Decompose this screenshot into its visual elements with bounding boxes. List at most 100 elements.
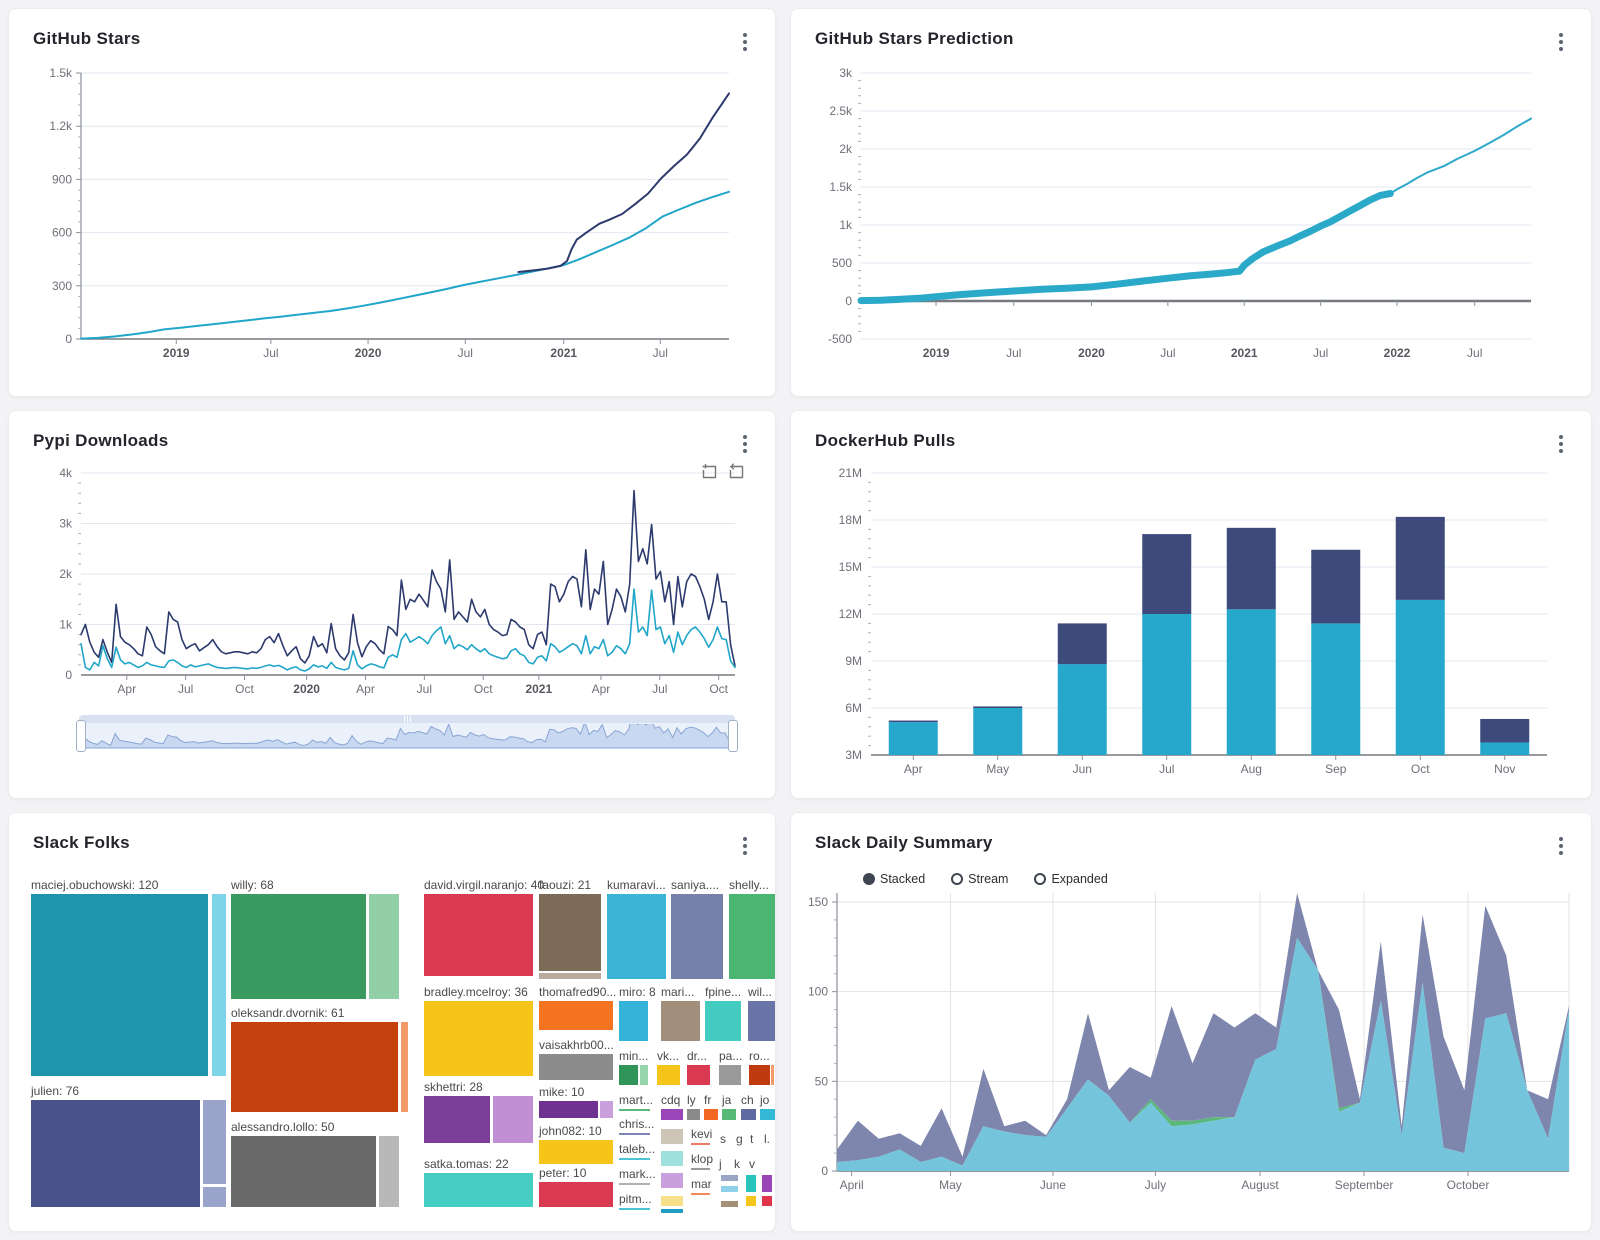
treemap-cell[interactable]: [231, 894, 366, 999]
kebab-menu-icon[interactable]: [1553, 431, 1569, 457]
treemap-cell[interactable]: [719, 1065, 741, 1085]
treemap-cell[interactable]: [424, 894, 533, 976]
treemap-cell[interactable]: [746, 1175, 756, 1192]
datazoom-range-bar[interactable]: [79, 715, 735, 723]
treemap-cell[interactable]: [729, 894, 775, 979]
treemap-cell[interactable]: [401, 1022, 408, 1112]
treemap-cell-label: j: [719, 1157, 722, 1171]
treemap-cell[interactable]: [424, 1001, 533, 1076]
legend-item-stream[interactable]: Stream: [951, 872, 1008, 886]
treemap-cell[interactable]: [607, 894, 666, 979]
kebab-menu-icon[interactable]: [1553, 833, 1569, 859]
treemap-cell[interactable]: [762, 1196, 772, 1206]
zoom-select-icon[interactable]: [701, 463, 718, 480]
treemap-cell[interactable]: [687, 1065, 710, 1085]
treemap-cell[interactable]: [379, 1136, 399, 1207]
treemap-cell-label: john082: 10: [539, 1124, 602, 1138]
treemap-cell-label: kumaravi...: [607, 878, 666, 892]
github-stars-prediction-chart[interactable]: -500 0 500 1k 1.5k 2k 2.5k 3k 2019 Jul 2020 Jul 2021…: [791, 57, 1591, 383]
treemap-cell[interactable]: [741, 1109, 756, 1120]
treemap-cell[interactable]: [721, 1175, 738, 1181]
treemap-cell[interactable]: [661, 1209, 683, 1213]
treemap-cell[interactable]: [424, 1096, 490, 1143]
treemap-cell[interactable]: [657, 1065, 680, 1085]
pypi-downloads-chart[interactable]: 0 1k 2k 3k 4k Apr Jul Oct 2020 Apr Jul Oct 2021 Apr Ju…: [9, 459, 775, 711]
treemap-cell[interactable]: [640, 1065, 648, 1085]
treemap-cell[interactable]: [746, 1196, 756, 1206]
treemap-cell[interactable]: [539, 973, 601, 979]
treemap-cell[interactable]: [539, 894, 601, 971]
treemap-cell[interactable]: [661, 1109, 683, 1120]
treemap-cell[interactable]: [203, 1187, 226, 1207]
svg-text:Jul: Jul: [263, 346, 278, 360]
treemap-cell[interactable]: [687, 1109, 700, 1120]
datazoom-handle-right[interactable]: [728, 720, 738, 752]
slack-daily-summary-chart[interactable]: 0 50 100 150 April May June July August September…: [791, 889, 1591, 1211]
kebab-menu-icon[interactable]: [737, 431, 753, 457]
treemap-cell[interactable]: [705, 1001, 741, 1041]
svg-text:21M: 21M: [839, 466, 862, 480]
svg-text:1.5k: 1.5k: [49, 66, 73, 80]
treemap-cell-label: klop: [691, 1152, 714, 1166]
treemap-cell[interactable]: [493, 1096, 533, 1143]
treemap-cell[interactable]: [619, 1158, 650, 1160]
treemap-cell[interactable]: [748, 1001, 775, 1041]
treemap-cell[interactable]: [749, 1065, 770, 1085]
treemap-cell[interactable]: [424, 1173, 533, 1207]
dockerhub-pulls-chart[interactable]: 3M 6M 9M 12M 15M 18M 21M Apr May Jun Jul Aug Sep Oct N…: [791, 459, 1591, 798]
datazoom-handle-left[interactable]: [76, 720, 86, 752]
treemap-cell[interactable]: [539, 1182, 613, 1207]
treemap-cell[interactable]: [203, 1100, 226, 1184]
treemap-cell[interactable]: [671, 894, 723, 979]
treemap-cell[interactable]: [539, 1001, 613, 1030]
kebab-menu-icon[interactable]: [737, 833, 753, 859]
treemap-cell[interactable]: [619, 1001, 648, 1041]
treemap-cell[interactable]: [760, 1109, 775, 1120]
treemap-cell[interactable]: [661, 1173, 683, 1188]
legend-item-expanded[interactable]: Expanded: [1034, 872, 1108, 886]
datazoom-track[interactable]: [76, 720, 738, 752]
treemap-cell[interactable]: [691, 1193, 710, 1195]
treemap-cell[interactable]: [762, 1175, 772, 1192]
treemap-cell[interactable]: [619, 1208, 650, 1210]
treemap-cell[interactable]: [539, 1054, 613, 1080]
kebab-menu-icon[interactable]: [737, 29, 753, 55]
treemap-cell[interactable]: [212, 894, 226, 1076]
svg-text:2k: 2k: [839, 142, 853, 156]
filled-circle-icon: [863, 873, 875, 885]
treemap-cell[interactable]: [691, 1143, 710, 1145]
restore-icon[interactable]: [728, 463, 745, 480]
treemap-cell[interactable]: [31, 894, 208, 1076]
legend-item-stacked[interactable]: Stacked: [863, 872, 925, 886]
treemap-cell[interactable]: [539, 1101, 598, 1118]
treemap-cell[interactable]: [721, 1201, 738, 1207]
panel-slack-daily-summary: Slack Daily Summary Stacked Stream Expande…: [790, 812, 1592, 1232]
treemap-cell[interactable]: [721, 1186, 738, 1192]
treemap-cell[interactable]: [231, 1136, 376, 1207]
treemap-cell[interactable]: [369, 894, 399, 999]
treemap-cell[interactable]: [661, 1001, 700, 1041]
kebab-menu-icon[interactable]: [1553, 29, 1569, 55]
treemap-cell-label: mike: 10: [539, 1085, 585, 1099]
treemap-cell[interactable]: [771, 1065, 774, 1085]
treemap-cell[interactable]: [619, 1133, 650, 1135]
treemap-cell[interactable]: [600, 1101, 613, 1118]
treemap-cell[interactable]: [691, 1168, 710, 1170]
treemap-cell[interactable]: [231, 1022, 398, 1112]
datazoom-grip-icon[interactable]: [399, 716, 415, 722]
treemap-cell-label: bradley.mcelroy: 36: [424, 985, 528, 999]
treemap-cell[interactable]: [722, 1109, 736, 1120]
treemap-cell[interactable]: [539, 1140, 613, 1164]
treemap-cell[interactable]: [661, 1129, 683, 1144]
treemap-cell[interactable]: [619, 1065, 638, 1085]
datazoom-slider[interactable]: [76, 715, 738, 752]
treemap-cell[interactable]: [619, 1109, 650, 1111]
treemap-cell[interactable]: [31, 1100, 200, 1207]
treemap-cell[interactable]: [704, 1109, 718, 1120]
github-stars-chart[interactable]: 0 300 600 900 1.2k 1.5k 2019 Jul 2020 Jul 2021 Jul: [9, 57, 775, 383]
treemap-cell[interactable]: [619, 1183, 650, 1185]
svg-text:Oct: Oct: [235, 682, 254, 696]
slack-folks-treemap[interactable]: maciej.obuchowski: 120 julien: 76 willy: 6…: [31, 861, 775, 1215]
treemap-cell[interactable]: [661, 1151, 683, 1166]
treemap-cell[interactable]: [661, 1196, 683, 1206]
